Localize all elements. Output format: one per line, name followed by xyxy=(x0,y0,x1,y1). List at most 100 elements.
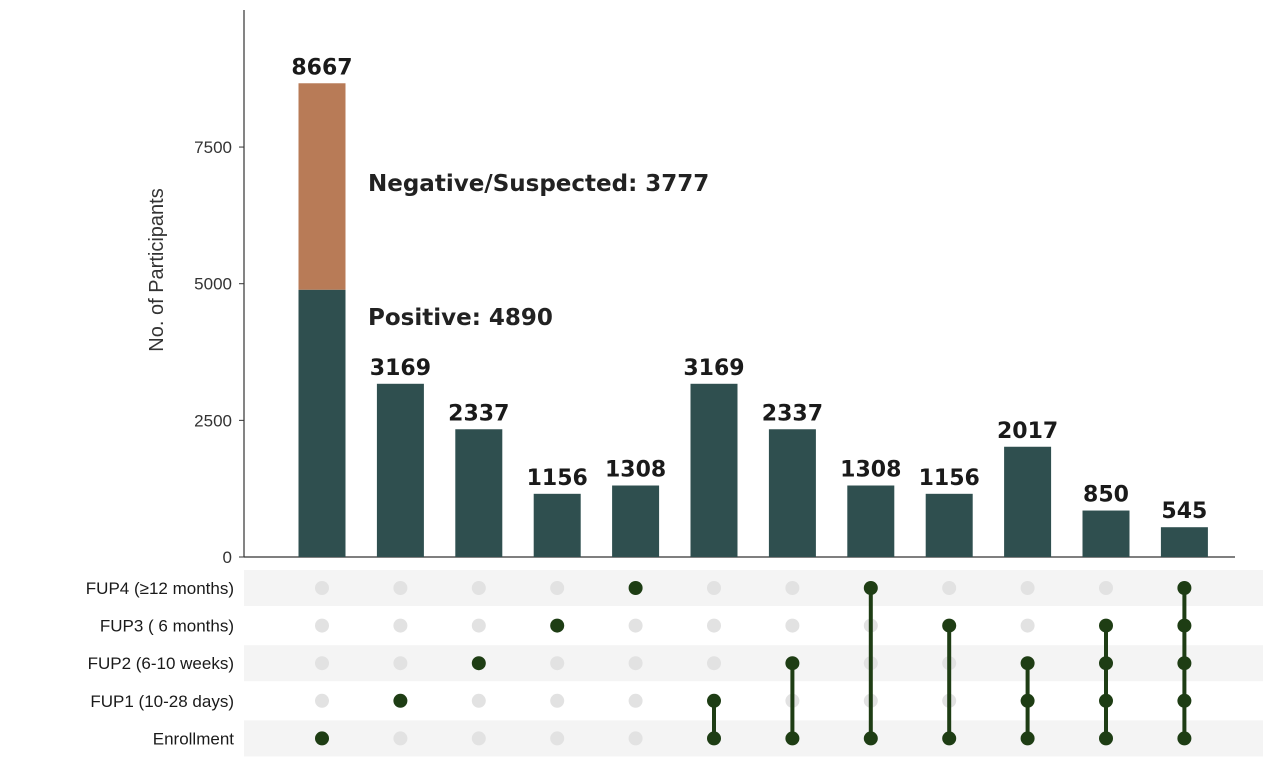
bar-labels: 8667 3169 2337 1156 1308 3169 2337 1308 1156 2017… xyxy=(291,55,1207,524)
bar-positive xyxy=(455,429,503,557)
set-label: Enrollment xyxy=(153,729,235,748)
bar-positive xyxy=(612,485,660,557)
matrix-dot-inactive xyxy=(471,581,486,595)
matrix-dot-inactive xyxy=(550,656,565,671)
matrix-dot-active xyxy=(707,731,721,746)
matrix-dot-inactive xyxy=(393,731,408,746)
bar-value-label: 3169 xyxy=(683,356,744,381)
y-tick-label: 2500 xyxy=(194,411,232,430)
matrix-dot-inactive xyxy=(1099,581,1113,595)
matrix-dot-active xyxy=(1020,731,1035,746)
bar-positive xyxy=(925,493,973,557)
set-label: FUP1 (10-28 days) xyxy=(90,692,234,711)
matrix-dot-active xyxy=(1177,618,1192,633)
matrix-dot-active xyxy=(1177,581,1192,595)
bar-negative xyxy=(298,83,346,290)
matrix-dot-inactive xyxy=(393,656,408,671)
matrix-dot-inactive xyxy=(628,618,643,633)
bar-positive xyxy=(1004,446,1052,557)
matrix-dot-inactive xyxy=(785,618,800,633)
matrix-dot-inactive xyxy=(315,656,329,671)
matrix-dot-inactive xyxy=(393,618,408,633)
matrix-dot-inactive xyxy=(628,693,643,708)
matrix-dot-active xyxy=(628,581,643,595)
y-tick-label: 7500 xyxy=(194,138,232,157)
matrix-dot-active xyxy=(471,656,486,671)
matrix-dot-active xyxy=(1099,693,1113,708)
matrix-row-band xyxy=(244,720,1263,757)
annotation-negative: Negative/Suspected: 3777 xyxy=(368,171,709,197)
matrix-dot-active xyxy=(1020,693,1035,708)
bar-positive xyxy=(1160,527,1208,557)
y-tick-label: 5000 xyxy=(194,275,232,294)
bar-positive xyxy=(768,429,816,557)
matrix-dot-inactive xyxy=(1020,581,1035,595)
intersection-matrix xyxy=(315,581,1192,746)
bar-value-label: 1156 xyxy=(919,466,980,491)
matrix-dot-inactive xyxy=(1020,618,1035,633)
matrix-dot-inactive xyxy=(393,581,408,595)
matrix-dot-active xyxy=(785,731,800,746)
y-tick-label: 0 xyxy=(223,548,232,567)
matrix-dot-active xyxy=(1177,731,1192,746)
matrix-dot-inactive xyxy=(785,581,800,595)
matrix-dot-active xyxy=(707,693,721,708)
bar-positive xyxy=(298,289,346,557)
matrix-dot-inactive xyxy=(315,581,329,595)
bar-positive xyxy=(690,383,738,557)
bar-positive xyxy=(533,493,581,557)
matrix-dot-active xyxy=(942,731,957,746)
matrix-dot-inactive xyxy=(628,731,643,746)
matrix-dot-active xyxy=(1020,656,1035,671)
set-labels: FUP4 (≥12 months) FUP3 ( 6 months) FUP2 (6… xyxy=(86,579,234,748)
bar-value-label: 545 xyxy=(1161,499,1207,524)
matrix-row-bands xyxy=(244,570,1263,757)
set-label: FUP3 ( 6 months) xyxy=(100,617,234,636)
matrix-dot-inactive xyxy=(471,693,486,708)
matrix-dot-active xyxy=(315,731,329,746)
matrix-dot-active xyxy=(550,618,565,633)
matrix-dot-inactive xyxy=(315,693,329,708)
matrix-dot-active xyxy=(1177,693,1192,708)
bar-positive xyxy=(376,383,424,557)
matrix-dot-inactive xyxy=(550,731,565,746)
bar-value-label: 1308 xyxy=(840,458,901,483)
matrix-dot-inactive xyxy=(550,581,565,595)
matrix-dot-active xyxy=(785,656,800,671)
bar-value-label: 1308 xyxy=(605,458,666,483)
matrix-dot-inactive xyxy=(471,731,486,746)
bar-value-label: 8667 xyxy=(291,55,352,80)
matrix-row-band xyxy=(244,645,1263,682)
matrix-dot-active xyxy=(942,618,957,633)
matrix-dot-active xyxy=(1099,731,1113,746)
matrix-dot-inactive xyxy=(707,618,721,633)
matrix-dot-inactive xyxy=(628,656,643,671)
set-label: FUP2 (6-10 weeks) xyxy=(88,654,234,673)
matrix-dot-active xyxy=(1177,656,1192,671)
matrix-dot-inactive xyxy=(315,618,329,633)
matrix-dot-active xyxy=(863,731,878,746)
bar-positive xyxy=(847,485,895,557)
bar-positive xyxy=(1082,510,1130,557)
matrix-dot-active xyxy=(1099,618,1113,633)
matrix-dot-inactive xyxy=(942,581,957,595)
matrix-dot-active xyxy=(393,693,408,708)
set-label: FUP4 (≥12 months) xyxy=(86,579,234,598)
y-axis-label: No. of Participants xyxy=(146,188,168,351)
bar-value-label: 2017 xyxy=(997,419,1058,444)
bar-value-label: 3169 xyxy=(370,356,431,381)
matrix-dot-inactive xyxy=(707,656,721,671)
matrix-dot-inactive xyxy=(550,693,565,708)
matrix-dot-inactive xyxy=(707,581,721,595)
matrix-dot-active xyxy=(1099,656,1113,671)
annotation-positive: Positive: 4890 xyxy=(368,305,553,331)
bar-value-label: 1156 xyxy=(527,466,588,491)
matrix-dot-inactive xyxy=(471,618,486,633)
bar-value-label: 2337 xyxy=(762,401,823,426)
bar-value-label: 850 xyxy=(1083,483,1129,508)
matrix-dot-active xyxy=(863,581,878,595)
matrix-row-band xyxy=(244,570,1263,606)
bars xyxy=(298,83,1208,557)
bar-value-label: 2337 xyxy=(448,401,509,426)
